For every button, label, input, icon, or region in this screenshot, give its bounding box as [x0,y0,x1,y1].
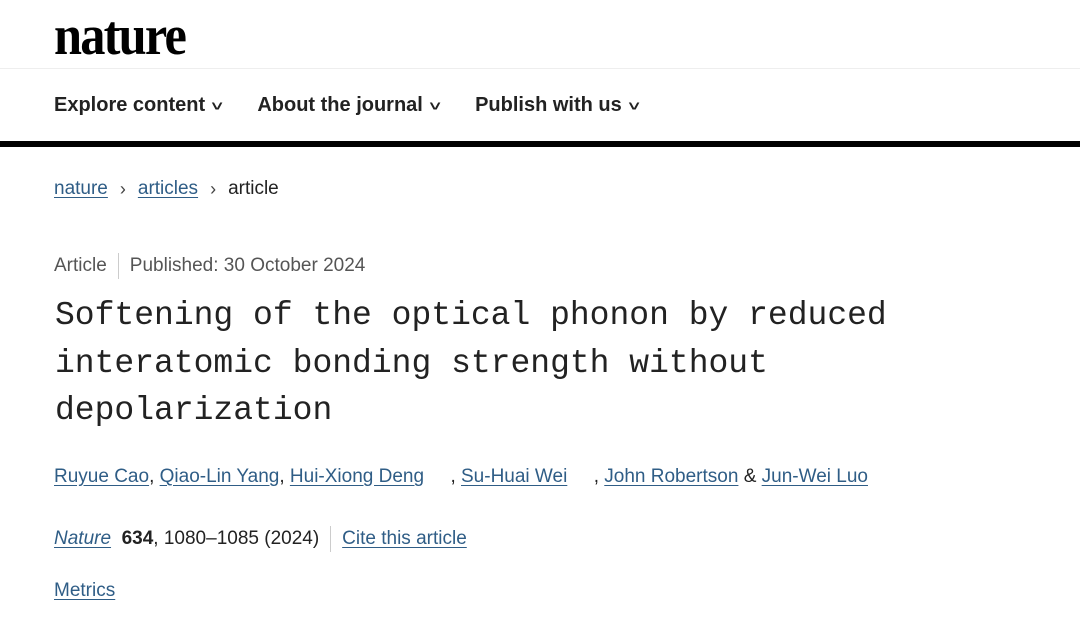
article-type: Article [54,255,107,276]
author-link[interactable]: Jun-Wei Luo [761,466,868,487]
journal-link[interactable]: Nature [54,528,112,549]
chevron-right-icon: › [210,178,217,199]
author-list: Ruyue Cao, Qiao-Lin Yang, Hui-Xiong Deng… [54,466,868,487]
chevron-down-icon: ˅ [628,98,640,114]
chevron-right-icon: › [119,178,126,199]
metrics-link[interactable]: Metrics [54,580,116,601]
breadcrumb-articles[interactable]: articles [137,178,199,199]
nav-label: Explore content [54,94,206,116]
cite-this-article-link[interactable]: Cite this article [342,528,467,549]
breadcrumb: nature › articles › article [54,178,279,200]
nav-publish-with-us[interactable]: Publish with us ˅ [475,94,640,117]
nav-label: About the journal [257,94,423,116]
author-link[interactable]: Hui-Xiong Deng [289,466,425,487]
article-meta: Article Published: 30 October 2024 [54,253,365,279]
divider [117,253,119,279]
breadcrumb-current: article [228,178,279,199]
article-title: Softening of the optical phonon by reduc… [55,297,887,429]
author-link[interactable]: Qiao-Lin Yang [159,466,280,487]
header-bar [0,141,1080,147]
chevron-down-icon: ˅ [211,98,223,114]
nature-logo[interactable]: nature [54,5,187,67]
volume: 634 [121,528,154,549]
author-link[interactable]: Su-Huai Wei [461,466,568,487]
citation: Nature 634 , 1080–1085 (2024) Cite this … [54,526,467,552]
author-link[interactable]: John Robertson [604,466,739,487]
main-nav: Explore content ˅ About the journal ˅ Publ… [54,94,640,117]
breadcrumb-nature[interactable]: nature [54,178,108,199]
chevron-down-icon: ˅ [429,98,441,114]
nav-about-journal[interactable]: About the journal ˅ [257,94,441,117]
divider [330,526,332,552]
published-date: Published: 30 October 2024 [129,255,366,276]
nav-label: Publish with us [475,94,622,116]
pages: , 1080–1085 (2024) [153,528,320,549]
author-link[interactable]: Ruyue Cao [54,466,150,487]
divider [0,68,1080,69]
nav-explore-content[interactable]: Explore content ˅ [54,94,223,117]
